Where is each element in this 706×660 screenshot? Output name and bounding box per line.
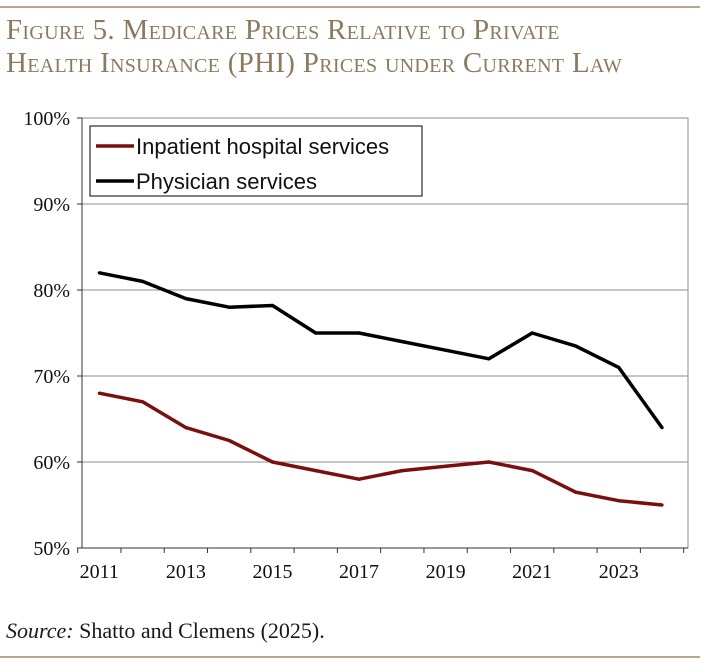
legend-label: Physician services: [136, 169, 317, 194]
legend-label: Inpatient hospital services: [136, 134, 389, 159]
data-point: [141, 400, 145, 404]
data-point: [314, 469, 318, 473]
y-tick-label: 100%: [23, 108, 70, 130]
x-tick-label: 2011: [80, 561, 119, 583]
data-point: [141, 279, 145, 283]
y-tick-label: 90%: [33, 194, 70, 216]
legend: Inpatient hospital services Physician ser…: [89, 125, 423, 197]
data-point: [184, 426, 188, 430]
x-tick-label: 2023: [599, 561, 639, 583]
axis-layer: 50% 60% 70% 80% 90% 100% 2011 2013 2015 2017 2019 2…: [23, 108, 689, 583]
data-point: [270, 303, 275, 308]
data-point: [487, 460, 491, 464]
series-line-inpatient-hospital: [98, 391, 663, 507]
series-line-physician-services: [98, 271, 664, 429]
data-point: [227, 438, 231, 443]
data-point: [617, 499, 621, 503]
data-point: [530, 331, 534, 335]
source-text: Shatto and Clemens (2025).: [73, 618, 325, 643]
data-point: [444, 348, 448, 352]
data-point: [660, 503, 664, 507]
series-layer: [97, 271, 664, 507]
data-point: [573, 490, 578, 494]
data-point: [660, 426, 664, 430]
legend-box: [89, 125, 423, 197]
top-rule: [0, 6, 700, 8]
data-point: [400, 469, 404, 473]
y-tick-label: 70%: [33, 366, 70, 388]
data-point: [573, 344, 578, 348]
x-tick-label: 2019: [426, 561, 466, 583]
x-tick-label: 2021: [512, 561, 552, 583]
data-point: [97, 271, 101, 275]
figure-title-line-1: Figure 5. Medicare Prices Relative to Pr…: [6, 14, 560, 46]
data-point: [97, 391, 101, 395]
y-tick-label: 50%: [33, 538, 70, 560]
y-tick-label: 80%: [33, 280, 70, 302]
x-tick-label: 2013: [166, 561, 206, 583]
figure-title-line-2: Health Insurance (PHI) Prices under Curr…: [6, 47, 623, 79]
bottom-rule: [0, 656, 700, 658]
data-point: [444, 464, 448, 468]
y-tick-label: 60%: [33, 452, 70, 474]
source-label: Source:: [6, 618, 74, 643]
data-point: [314, 331, 318, 335]
x-tick-label: 2017: [339, 561, 379, 583]
data-point: [357, 331, 361, 335]
data-point: [487, 357, 491, 361]
source-note: Source: Shatto and Clemens (2025).: [6, 618, 325, 644]
figure-title: Figure 5. Medicare Prices Relative to Pr…: [6, 14, 700, 80]
data-point: [357, 477, 361, 481]
data-point: [227, 305, 231, 309]
grid-layer: [82, 203, 688, 463]
line-chart: 50% 60% 70% 80% 90% 100% 2011 2013 2015 2017 2019 2…: [23, 108, 689, 583]
data-point: [270, 460, 275, 464]
data-point: [617, 365, 621, 369]
data-point: [184, 297, 188, 301]
data-point: [530, 469, 534, 473]
data-point: [400, 340, 404, 344]
x-tick-label: 2015: [252, 561, 292, 583]
